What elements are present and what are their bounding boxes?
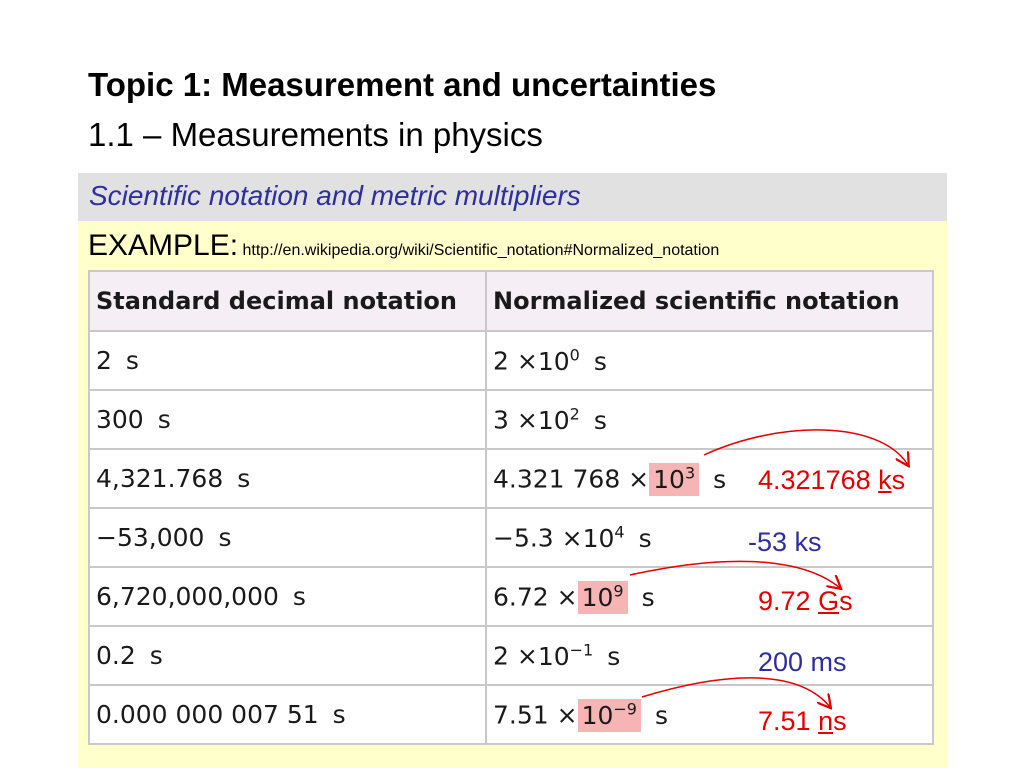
unit-label: s (332, 700, 346, 729)
exponent: 0 (569, 345, 580, 365)
table-row: 6,720,000,000 s 6.72 × 109 s (88, 566, 934, 627)
decimal-value: 0.2 (96, 641, 136, 670)
exponent: 4 (614, 522, 625, 542)
decimal-value: 0.000 000 007 51 (96, 700, 319, 729)
annotation-prefix: G (818, 586, 840, 616)
table-row: 0.000 000 007 51 s 7.51 × 10−9 s (88, 684, 934, 745)
unit-label: s (638, 523, 652, 553)
table-row: 4,321.768 s 4.321 768 × 103 s (88, 448, 934, 509)
unit-label: s (641, 582, 655, 612)
unit-label: s (654, 700, 668, 730)
exponent: 3 (684, 463, 696, 483)
annotation-unit: s (891, 465, 906, 495)
exponent: 2 (569, 404, 580, 424)
power-of-ten: 102 (537, 404, 580, 435)
unit-label: s (607, 641, 621, 671)
unit-label: s (157, 405, 171, 434)
notation-table: Standard decimal notation Normalized sci… (88, 270, 934, 745)
annotation-value: 4.321768 (758, 465, 879, 495)
subtopic-title: 1.1 – Measurements in physics (88, 116, 543, 153)
annotation-kiloseconds: 4.321768 ks (758, 465, 905, 496)
decimal-value: 6,720,000,000 (96, 582, 279, 611)
cell-decimal: 4,321.768 s (88, 448, 487, 509)
annotation-unit: s (839, 586, 853, 616)
annotation-negative-kiloseconds: -53 ks (748, 527, 822, 557)
annotation-nanoseconds: 7.51 ns (758, 706, 847, 737)
base: 10 (581, 700, 614, 730)
annotation-gigaseconds: 9.72 Gs (758, 586, 853, 617)
mantissa: 2 × (493, 641, 538, 671)
power-of-ten: 109 (577, 580, 628, 614)
header-normalized-scientific: Normalized scientific notation (485, 270, 934, 332)
mantissa: 6.72 × (493, 582, 578, 612)
unit-label: s (292, 582, 306, 611)
base: 10 (582, 523, 615, 553)
table-row: −53,000 s −5.3 ×104 s (88, 507, 934, 568)
unit-label: s (218, 523, 232, 552)
decimal-value: −53,000 (96, 523, 205, 552)
annotation-prefix: n (818, 706, 834, 736)
decimal-value: 300 (96, 405, 144, 434)
unit-label: s (125, 346, 139, 375)
cell-scientific: 3 ×102 s (485, 389, 934, 450)
table-header-row: Standard decimal notation Normalized sci… (88, 270, 934, 332)
power-of-ten: 103 (649, 462, 700, 496)
section-heading: Scientific notation and metric multiplie… (89, 180, 581, 211)
annotation-unit: s (833, 706, 847, 736)
mantissa: −5.3 × (493, 523, 583, 553)
example-url: http://en.wikipedia.org/wiki/Scientific_… (242, 242, 720, 259)
unit-label: s (149, 641, 163, 670)
annotation-value: 7.51 (758, 706, 819, 736)
cell-scientific: −5.3 ×104 s (485, 507, 934, 568)
cell-decimal: 6,720,000,000 s (88, 566, 487, 627)
cell-decimal: 0.2 s (88, 625, 487, 686)
example-label: EXAMPLE: (88, 229, 239, 262)
power-of-ten: 100 (537, 345, 580, 376)
cell-scientific: 2 ×10−1 s (485, 625, 934, 686)
base: 10 (537, 641, 570, 671)
table-row: 300 s 3 ×102 s (88, 389, 934, 450)
mantissa: 2 × (493, 346, 538, 376)
cell-decimal: −53,000 s (88, 507, 487, 568)
unit-label: s (593, 346, 607, 376)
annotation-milliseconds: 200 ms (758, 647, 847, 677)
decimal-value: 4,321.768 (96, 464, 224, 493)
cell-decimal: 300 s (88, 389, 487, 450)
annotation-value: 9.72 (758, 586, 819, 616)
exponent: −1 (569, 640, 594, 660)
mantissa: 4.321 768 × (493, 464, 650, 494)
cell-scientific: 2 ×100 s (485, 330, 934, 391)
annotation-prefix: k (878, 465, 892, 495)
mantissa: 3 × (493, 405, 538, 435)
unit-label: s (593, 405, 607, 435)
topic-title: Topic 1: Measurement and uncertainties (88, 66, 717, 103)
power-of-ten: 10−9 (577, 698, 641, 732)
header-standard-decimal: Standard decimal notation (88, 270, 487, 332)
exponent: 9 (613, 581, 624, 601)
cell-scientific: 6.72 × 109 s (485, 566, 934, 627)
unit-label: s (713, 464, 727, 494)
exponent: −9 (613, 699, 637, 719)
power-of-ten: 10−1 (537, 640, 594, 671)
base: 10 (537, 346, 570, 376)
base: 10 (537, 405, 570, 435)
mantissa: 7.51 × (493, 700, 578, 730)
cell-scientific: 7.51 × 10−9 s (485, 684, 934, 745)
cell-decimal: 0.000 000 007 51 s (88, 684, 487, 745)
section-heading-bar: Scientific notation and metric multiplie… (78, 173, 947, 221)
unit-label: s (237, 464, 251, 493)
base: 10 (653, 464, 685, 494)
power-of-ten: 104 (582, 522, 625, 553)
base: 10 (581, 582, 614, 612)
decimal-value: 2 (96, 346, 112, 375)
example-line: EXAMPLE: http://en.wikipedia.org/wiki/Sc… (88, 229, 719, 263)
